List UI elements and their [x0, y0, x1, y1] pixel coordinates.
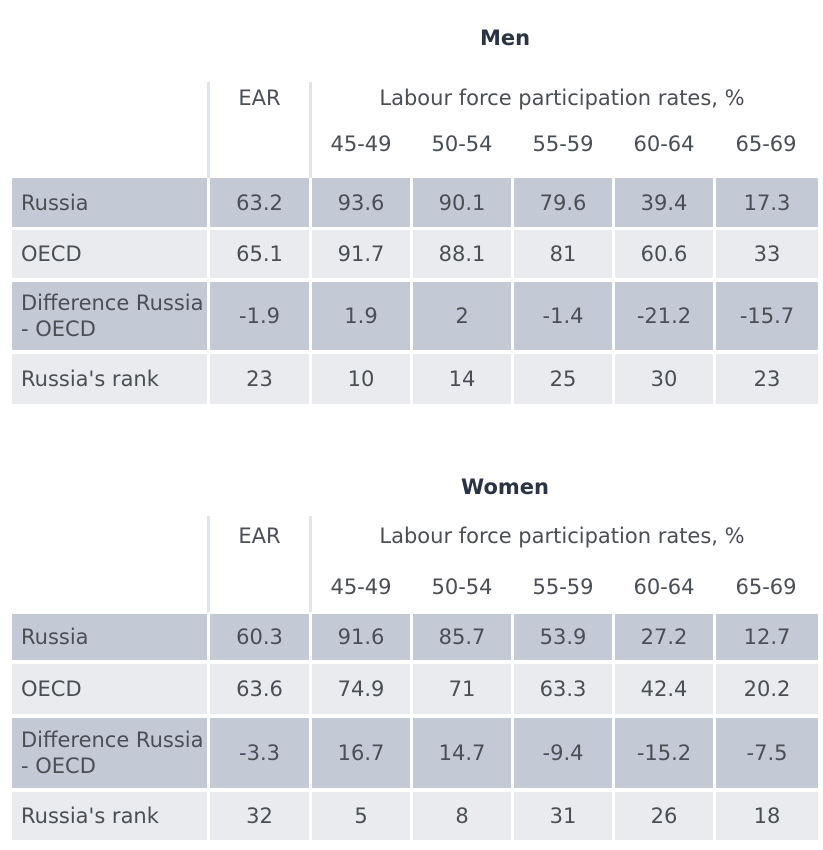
rate-value: 10	[312, 354, 410, 404]
rate-value: -15.2	[615, 718, 713, 788]
rate-value: 18	[716, 792, 818, 840]
rate-value: 74.9	[312, 664, 410, 714]
ear-value: -1.9	[210, 282, 309, 350]
rate-value: 60.6	[615, 230, 713, 278]
lfp-header: Labour force participation rates, %	[379, 524, 745, 548]
row-label: OECD	[12, 230, 207, 278]
ear-value: 32	[210, 792, 309, 840]
rate-value: 79.6	[514, 178, 612, 227]
men-table: EAR Labour force participation rates, % …	[12, 82, 818, 404]
rate-value: 17.3	[716, 178, 818, 227]
table-row: Difference Russia - OECD -1.9 1.9 2 -1.4…	[12, 282, 818, 350]
women-table-title: Women	[461, 475, 549, 499]
header-divider	[207, 516, 210, 612]
rate-value: 88.1	[413, 230, 511, 278]
rate-value: 93.6	[312, 178, 410, 227]
table-row: OECD 65.1 91.7 88.1 81 60.6 33	[12, 230, 818, 278]
rate-value: 71	[413, 664, 511, 714]
table-row: OECD 63.6 74.9 71 63.3 42.4 20.2	[12, 664, 818, 714]
rate-value: 12.7	[716, 614, 818, 660]
ear-header: EAR	[238, 524, 281, 548]
rate-value: 31	[514, 792, 612, 840]
rate-value: -9.4	[514, 718, 612, 788]
rate-value: -21.2	[615, 282, 713, 350]
rate-value: 25	[514, 354, 612, 404]
header-divider	[207, 82, 210, 178]
ear-header: EAR	[238, 86, 281, 110]
table-row: Russia's rank 32 5 8 31 26 18	[12, 792, 818, 840]
rate-value: 30	[615, 354, 713, 404]
ear-value: 60.3	[210, 614, 309, 660]
ear-value: 63.6	[210, 664, 309, 714]
table-row: Russia 63.2 93.6 90.1 79.6 39.4 17.3	[12, 178, 818, 227]
rate-value: 53.9	[514, 614, 612, 660]
age-group-header: 65-69	[735, 575, 797, 599]
rate-value: 81	[514, 230, 612, 278]
age-group-header: 50-54	[431, 575, 493, 599]
rate-value: -1.4	[514, 282, 612, 350]
rate-value: -7.5	[716, 718, 818, 788]
rate-value: 23	[716, 354, 818, 404]
row-label: Russia's rank	[12, 354, 207, 404]
age-group-header: 60-64	[633, 132, 695, 156]
rate-value: 8	[413, 792, 511, 840]
ear-value: 65.1	[210, 230, 309, 278]
table-row: Difference Russia - OECD -3.3 16.7 14.7 …	[12, 718, 818, 788]
lfp-header: Labour force participation rates, %	[379, 86, 745, 110]
rate-value: 26	[615, 792, 713, 840]
rate-value: -15.7	[716, 282, 818, 350]
rate-value: 33	[716, 230, 818, 278]
row-label: Difference Russia - OECD	[12, 282, 207, 350]
age-group-header: 65-69	[735, 132, 797, 156]
rate-value: 91.6	[312, 614, 410, 660]
rate-value: 1.9	[312, 282, 410, 350]
age-group-header: 60-64	[633, 575, 695, 599]
table-row: Russia 60.3 91.6 85.7 53.9 27.2 12.7	[12, 614, 818, 660]
row-label: Russia	[12, 178, 207, 227]
ear-value: 23	[210, 354, 309, 404]
ear-value: 63.2	[210, 178, 309, 227]
row-label: Russia	[12, 614, 207, 660]
rate-value: 27.2	[615, 614, 713, 660]
women-table: EAR Labour force participation rates, % …	[12, 516, 818, 840]
row-label: OECD	[12, 664, 207, 714]
header-divider	[309, 82, 312, 178]
rate-value: 5	[312, 792, 410, 840]
rate-value: 14.7	[413, 718, 511, 788]
rate-value: 16.7	[312, 718, 410, 788]
rate-value: 39.4	[615, 178, 713, 227]
table-row: Russia's rank 23 10 14 25 30 23	[12, 354, 818, 404]
rate-value: 91.7	[312, 230, 410, 278]
rate-value: 85.7	[413, 614, 511, 660]
age-group-header: 55-59	[532, 575, 594, 599]
rate-value: 2	[413, 282, 511, 350]
ear-value: -3.3	[210, 718, 309, 788]
rate-value: 14	[413, 354, 511, 404]
men-table-title: Men	[479, 26, 531, 50]
rate-value: 63.3	[514, 664, 612, 714]
rate-value: 42.4	[615, 664, 713, 714]
age-group-header: 45-49	[330, 132, 392, 156]
row-label: Russia's rank	[12, 792, 207, 840]
row-label: Difference Russia - OECD	[12, 718, 207, 788]
age-group-header: 55-59	[532, 132, 594, 156]
age-group-header: 50-54	[431, 132, 493, 156]
header-divider	[309, 516, 312, 612]
rate-value: 90.1	[413, 178, 511, 227]
age-group-header: 45-49	[330, 575, 392, 599]
rate-value: 20.2	[716, 664, 818, 714]
